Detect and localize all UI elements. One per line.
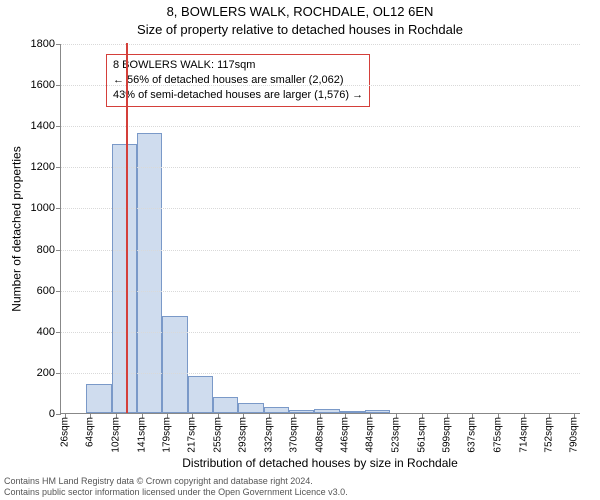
histogram-bar	[213, 397, 238, 413]
y-tick-mark	[56, 373, 61, 374]
y-tick-label: 0	[49, 408, 55, 420]
y-tick-mark	[56, 44, 61, 45]
x-tick-label: 523sqm	[391, 417, 402, 453]
footer-attribution: Contains HM Land Registry data © Crown c…	[4, 476, 348, 498]
y-tick-label: 1200	[31, 161, 55, 173]
y-tick-label: 1600	[31, 79, 55, 91]
histogram-bar	[238, 403, 263, 413]
x-tick-label: 141sqm	[136, 417, 147, 453]
y-tick-label: 800	[37, 244, 55, 256]
gridline	[61, 250, 580, 251]
annotation-line: 43% of semi-detached houses are larger (…	[113, 88, 363, 103]
gridline	[61, 167, 580, 168]
histogram-bar	[340, 411, 365, 413]
x-tick-label: 64sqm	[85, 417, 96, 447]
gridline	[61, 44, 580, 45]
histogram-bar	[137, 133, 162, 413]
plot-area: 8 BOWLERS WALK: 117sqm ← 56% of detached…	[60, 44, 580, 414]
gridline	[61, 373, 580, 374]
y-tick-label: 1000	[31, 202, 55, 214]
footer-line: Contains public sector information licen…	[4, 487, 348, 498]
x-tick-label: 714sqm	[518, 417, 529, 453]
annotation-box: 8 BOWLERS WALK: 117sqm ← 56% of detached…	[106, 54, 370, 107]
y-tick-label: 600	[37, 285, 55, 297]
x-tick-label: 599sqm	[442, 417, 453, 453]
x-tick-label: 675sqm	[492, 417, 503, 453]
x-tick-label: 637sqm	[467, 417, 478, 453]
histogram-bar	[289, 410, 314, 413]
x-tick-label: 255sqm	[212, 417, 223, 453]
y-tick-label: 400	[37, 326, 55, 338]
histogram-bar	[365, 410, 390, 413]
title-address: 8, BOWLERS WALK, ROCHDALE, OL12 6EN	[0, 4, 600, 19]
title-subtitle: Size of property relative to detached ho…	[0, 22, 600, 37]
x-tick-label: 408sqm	[314, 417, 325, 453]
x-tick-label: 790sqm	[569, 417, 580, 453]
x-tick-label: 102sqm	[110, 417, 121, 453]
gridline	[61, 208, 580, 209]
gridline	[61, 85, 580, 86]
x-tick-label: 484sqm	[365, 417, 376, 453]
x-axis-label: Distribution of detached houses by size …	[60, 456, 580, 470]
y-axis-label: Number of detached properties	[10, 44, 24, 414]
x-tick-label: 446sqm	[340, 417, 351, 453]
y-tick-mark	[56, 126, 61, 127]
x-tick-label: 179sqm	[162, 417, 173, 453]
histogram-bar	[188, 376, 213, 413]
y-tick-mark	[56, 208, 61, 209]
annotation-line: 8 BOWLERS WALK: 117sqm	[113, 58, 363, 73]
gridline	[61, 291, 580, 292]
x-tick-label: 293sqm	[238, 417, 249, 453]
gridline	[61, 126, 580, 127]
y-tick-label: 1800	[31, 38, 55, 50]
chart-container: 8, BOWLERS WALK, ROCHDALE, OL12 6EN Size…	[0, 0, 600, 500]
histogram-bar	[264, 407, 289, 413]
y-tick-mark	[56, 414, 61, 415]
y-tick-mark	[56, 167, 61, 168]
y-tick-label: 200	[37, 367, 55, 379]
x-tick-label: 370sqm	[289, 417, 300, 453]
property-marker-line	[126, 43, 128, 413]
y-tick-label: 1400	[31, 120, 55, 132]
footer-line: Contains HM Land Registry data © Crown c…	[4, 476, 348, 487]
x-tick-label: 561sqm	[416, 417, 427, 453]
x-tick-label: 217sqm	[187, 417, 198, 453]
histogram-bar	[314, 409, 339, 413]
y-tick-mark	[56, 250, 61, 251]
y-tick-mark	[56, 291, 61, 292]
y-tick-mark	[56, 85, 61, 86]
x-tick-label: 332sqm	[264, 417, 275, 453]
x-tick-label: 752sqm	[544, 417, 555, 453]
histogram-bar	[86, 384, 111, 413]
x-tick-label: 26sqm	[60, 417, 71, 447]
gridline	[61, 332, 580, 333]
y-tick-mark	[56, 332, 61, 333]
